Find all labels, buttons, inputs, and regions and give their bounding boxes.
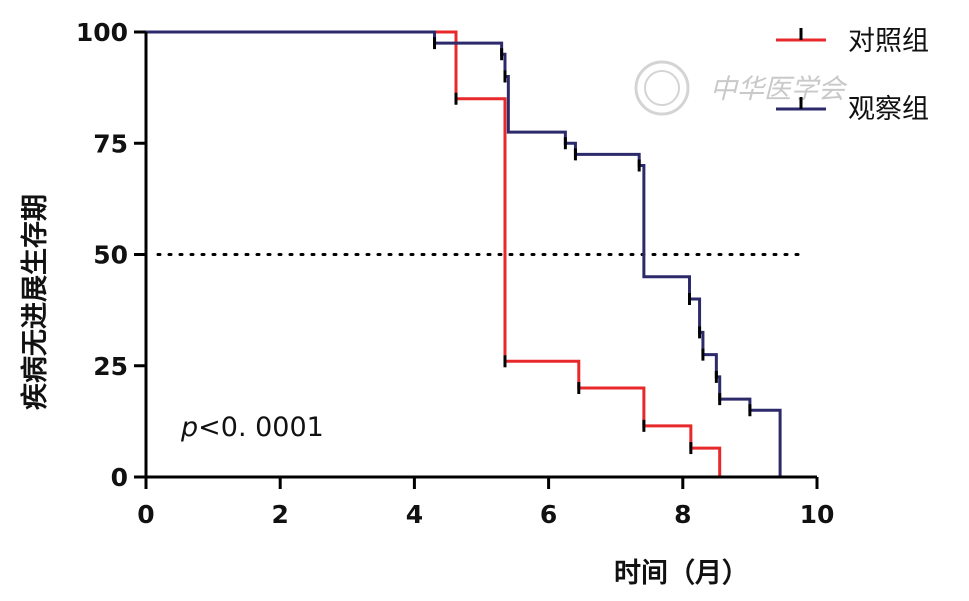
y-tick-label: 100 [76, 18, 128, 47]
x-ticks: 0 2 4 6 8 10 [137, 477, 834, 529]
x-tick-label: 8 [674, 500, 691, 529]
p-symbol: p [180, 412, 198, 443]
watermark-seal [634, 60, 690, 116]
x-tick-label: 2 [271, 500, 288, 529]
plot-area [146, 30, 808, 477]
x-tick-label: 0 [137, 500, 154, 529]
x-tick-label: 6 [540, 500, 557, 529]
p-value-text: <0. 0001 [198, 412, 324, 443]
x-tick-label: 10 [800, 500, 835, 529]
y-tick-label: 25 [93, 352, 128, 381]
y-axis-title: 疾病无进展生存期 [19, 194, 51, 410]
y-ticks: 0 25 50 75 100 [76, 18, 146, 492]
legend: 对照组 观察组 [776, 26, 929, 125]
legend-label-control: 对照组 [848, 26, 929, 57]
p-value-annotation: p<0. 0001 [180, 412, 324, 443]
x-axis-title: 时间（月） [614, 558, 749, 589]
watermark-text: 中华医学会 [710, 74, 848, 105]
y-tick-label: 0 [111, 463, 128, 492]
y-tick-label: 75 [93, 129, 128, 158]
legend-label-observation: 观察组 [848, 94, 929, 125]
y-tick-label: 50 [93, 241, 128, 270]
watermark-seal-inner [644, 70, 680, 106]
watermark: 中华医学会 [634, 60, 848, 116]
x-tick-label: 4 [406, 500, 423, 529]
series-line-1 [146, 30, 782, 477]
